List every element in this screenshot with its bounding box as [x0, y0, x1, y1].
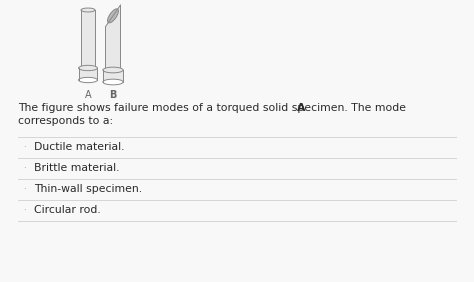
Ellipse shape — [79, 77, 98, 83]
Ellipse shape — [108, 9, 118, 23]
Ellipse shape — [81, 8, 95, 12]
Text: The figure shows failure modes of a torqued solid specimen. The mode: The figure shows failure modes of a torq… — [18, 103, 410, 113]
Text: Circular rod.: Circular rod. — [34, 205, 101, 215]
Polygon shape — [79, 68, 98, 80]
Text: ·: · — [23, 185, 26, 194]
Ellipse shape — [79, 65, 98, 71]
Text: A: A — [298, 103, 306, 113]
Text: ·: · — [23, 143, 26, 152]
Text: ·: · — [23, 206, 26, 215]
Text: corresponds to a:: corresponds to a: — [18, 116, 113, 126]
Text: B: B — [109, 90, 117, 100]
Text: Brittle material.: Brittle material. — [34, 163, 119, 173]
Polygon shape — [81, 10, 95, 65]
Text: Thin-wall specimen.: Thin-wall specimen. — [34, 184, 142, 194]
Ellipse shape — [103, 79, 123, 85]
Text: A: A — [85, 90, 91, 100]
Text: Ductile material.: Ductile material. — [34, 142, 125, 152]
Text: ·: · — [23, 164, 26, 173]
Polygon shape — [106, 5, 120, 67]
Polygon shape — [103, 70, 123, 82]
Ellipse shape — [103, 67, 123, 73]
